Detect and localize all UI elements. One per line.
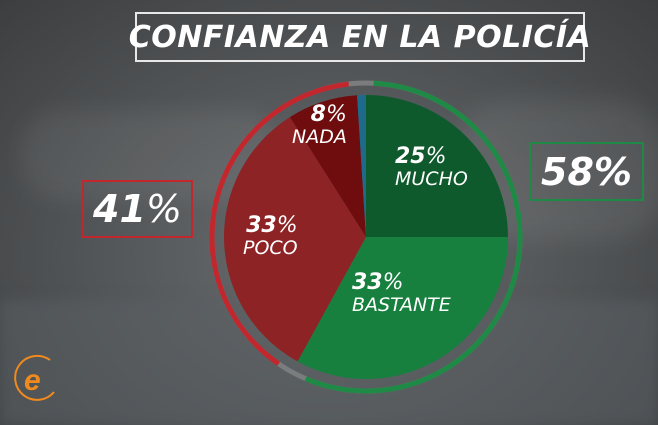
chart-title: CONFIANZA EN LA POLICÍA xyxy=(128,19,592,55)
title-box: CONFIANZA EN LA POLICÍA xyxy=(129,12,591,62)
slice-label-nada: 8% NADA xyxy=(292,102,347,148)
pie-slice xyxy=(357,95,366,237)
slice-label-poco: 33% POCO xyxy=(243,213,298,259)
total-no-confidence-badge: 41% xyxy=(82,180,193,238)
slice-label-mucho: 25% MUCHO xyxy=(395,144,468,190)
slice-label-bastante: 33% BASTANTE xyxy=(352,270,451,316)
pie-slices xyxy=(224,95,508,380)
svg-text:e: e xyxy=(24,364,41,397)
group-ring-arc xyxy=(304,80,523,394)
pie-slice xyxy=(366,95,508,237)
pie-slice xyxy=(224,117,366,362)
group-ring-arc xyxy=(209,81,349,366)
pie-slice xyxy=(289,95,366,237)
total-confidence-badge: 58% xyxy=(529,142,644,201)
pie-slice xyxy=(297,237,508,380)
brand-logo-icon: e xyxy=(14,354,55,401)
group-rings xyxy=(209,80,523,394)
